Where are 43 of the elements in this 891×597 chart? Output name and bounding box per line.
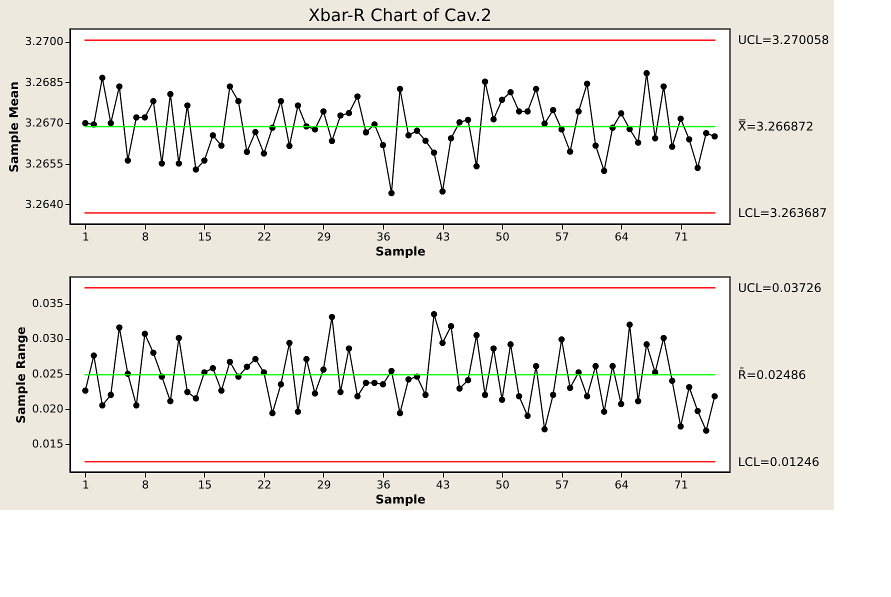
y-axis-title: Sample Mean	[7, 82, 22, 172]
x-tick-label: 57	[555, 230, 570, 244]
y-tick-label: 0.030	[32, 332, 64, 346]
chart-title: Xbar-R Chart of Cav.2	[308, 6, 492, 26]
x-tick-label: 64	[614, 478, 629, 492]
x-tick-label: 15	[198, 230, 212, 244]
x-tick-label: 43	[436, 230, 450, 244]
ref-line-label: R̄=0.02486	[738, 368, 806, 382]
y-tick-label: 3.2670	[25, 116, 64, 130]
y-tick-label: 3.2640	[25, 198, 64, 211]
y-tick-label: 0.025	[32, 367, 64, 380]
ref-line-label: LCL=3.263687	[738, 206, 828, 220]
ref-line-label: LCL=0.01246	[738, 454, 820, 469]
y-tick-label: 0.020	[32, 402, 64, 416]
x-tick-label: 1	[82, 478, 90, 492]
x-tick-label: 8	[142, 478, 149, 492]
x-axis-title: Sample	[375, 244, 426, 258]
x-tick-label: 43	[436, 478, 450, 492]
x-tick-label: 71	[674, 230, 688, 244]
ref-line-label: X̿=3.266872	[738, 118, 814, 134]
y-tick-label: 3.2700	[25, 35, 64, 48]
x-tick-label: 36	[376, 230, 390, 244]
ref-line-label: UCL=3.270058	[738, 33, 830, 48]
x-tick-label: 50	[496, 230, 510, 244]
x-tick-label: 71	[674, 478, 688, 492]
x-tick-label: 1	[82, 230, 90, 244]
x-tick-label: 22	[257, 478, 272, 492]
x-tick-label: 15	[198, 478, 212, 492]
ref-line-label: UCL=0.03726	[738, 280, 822, 295]
x-tick-label: 29	[316, 230, 331, 244]
x-tick-label: 29	[316, 478, 331, 492]
y-tick-label: 0.035	[32, 297, 64, 310]
y-axis-title: Sample Range	[14, 326, 28, 424]
x-tick-label: 22	[257, 230, 272, 244]
x-tick-label: 50	[496, 478, 510, 492]
x-tick-label: 36	[376, 478, 390, 492]
x-tick-label: 8	[142, 230, 149, 244]
x-axis-title: Sample	[375, 492, 426, 506]
x-tick-label: 64	[614, 230, 629, 244]
y-tick-label: 3.2685	[25, 76, 64, 89]
x-tick-label: 57	[555, 478, 570, 492]
y-tick-label: 0.015	[32, 437, 64, 450]
y-tick-label: 3.2655	[25, 157, 64, 170]
